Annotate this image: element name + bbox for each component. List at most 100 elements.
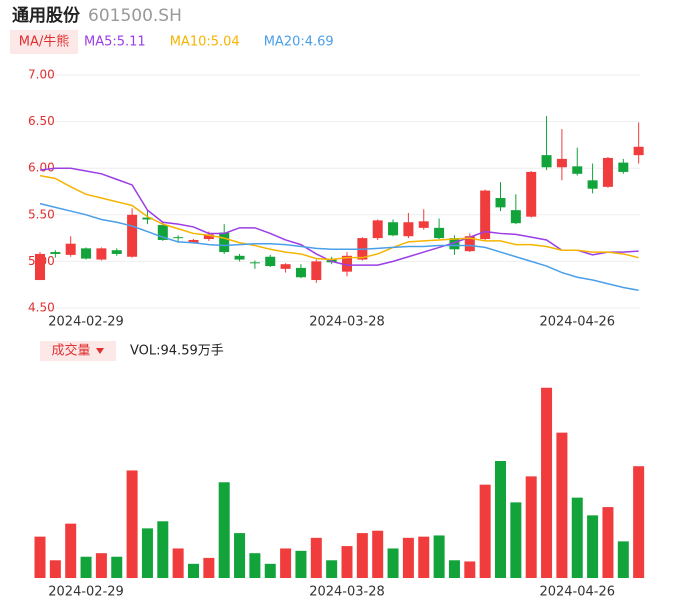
volume-bar [633,466,645,578]
volume-bar [525,476,537,578]
candle-body [249,262,260,264]
candle-body [587,180,598,189]
volume-bar [157,521,169,578]
volume-bar [49,560,61,578]
volume-bar [218,482,230,578]
vol-button[interactable]: 成交量 [51,343,90,359]
y-tick-label: 6.00 [28,161,55,175]
vol-button-bg[interactable] [40,341,116,361]
legend-entry: MA20:4.69 [264,35,334,50]
candle-body [81,248,92,259]
dropdown-icon[interactable] [96,348,104,354]
candle-body [35,253,45,281]
stock-name: 通用股份 [12,5,81,26]
x-tick-label: 2024-02-29 [48,315,124,330]
volume-bar [479,484,491,578]
volume-bar [295,550,307,578]
candle-body [418,221,429,228]
legend-entry: MA10:5.04 [170,35,240,50]
candle-body [127,214,138,257]
volume-bar [464,561,476,578]
candle-body [173,237,184,239]
candle-body [495,198,506,208]
candle-body [280,264,291,269]
x-tick-label: 2024-03-28 [309,315,385,330]
volume-bar [203,557,215,578]
volume-bar [495,461,506,578]
volume-bar [556,432,568,578]
candle-body [65,243,76,255]
candle-body [372,220,383,239]
candle-body [556,158,567,168]
candle-body [480,190,491,240]
candle-body [526,171,537,217]
volume-bar [341,546,353,578]
volume-bar [541,387,553,578]
candle-body [510,210,521,224]
volume-bar [34,536,46,578]
ma-line [39,174,639,261]
volume-bar [617,541,629,578]
volume-bar [372,530,384,578]
volume-bar [571,497,583,578]
volume-bar [141,528,153,578]
candle-body [311,261,322,281]
candle-body [572,166,583,174]
volume-bar [172,548,184,578]
candle-body [403,222,414,237]
candle-body [157,225,168,240]
volume-bar [433,535,445,578]
volume-bar [264,563,276,578]
y-tick-label: 5.50 [28,207,55,221]
y-tick-label: 7.00 [28,68,55,82]
candle-body [326,258,337,263]
volume-bar [356,533,368,578]
volume-bar [587,515,599,578]
volume-bar [418,536,430,578]
x-tick-label: 2024-02-29 [48,585,124,600]
legend-entry: MA5:5.11 [84,35,146,50]
volume-bar [126,470,138,578]
volume-bar [387,548,399,578]
vol-label: VOL:94.59万手 [130,344,224,359]
stock-code: 601500.SH [88,6,182,26]
volume-bar [402,537,414,578]
candle-body [265,256,276,267]
candle-body [295,267,306,278]
ma-button[interactable]: MA/牛熊 [19,34,70,50]
volume-bar [80,556,92,578]
volume-bar [111,556,123,578]
candle-body [618,162,629,172]
y-tick-label: 4.50 [28,301,55,315]
candle-body [464,236,475,252]
volume-bar [188,563,199,578]
volume-bar [510,502,522,578]
candle-body [602,157,613,187]
volume-bar [448,560,460,578]
candle-body [449,238,460,250]
candle-body [434,227,445,239]
x-tick-label: 2024-04-26 [539,315,615,330]
volume-bar [249,553,261,578]
candle-body [633,146,644,156]
candle-body [388,222,399,236]
ma-button-bg[interactable] [10,30,78,54]
candle-body [111,250,122,254]
x-tick-label: 2024-03-28 [309,585,385,600]
volume-bar [234,533,246,578]
y-tick-label: 6.50 [28,114,55,128]
candle-body [219,232,230,253]
volume-bar [602,507,614,578]
ma-line [39,167,639,266]
candle-body [142,217,153,220]
volume-bar [95,553,107,578]
volume-bar [326,560,338,578]
candle-body [203,234,214,240]
candle-body [541,155,552,168]
candle-body [50,252,61,254]
x-tick-label: 2024-04-26 [539,585,615,600]
candle-body [234,255,245,260]
ma-line [39,202,639,292]
volume-bar [310,537,322,578]
